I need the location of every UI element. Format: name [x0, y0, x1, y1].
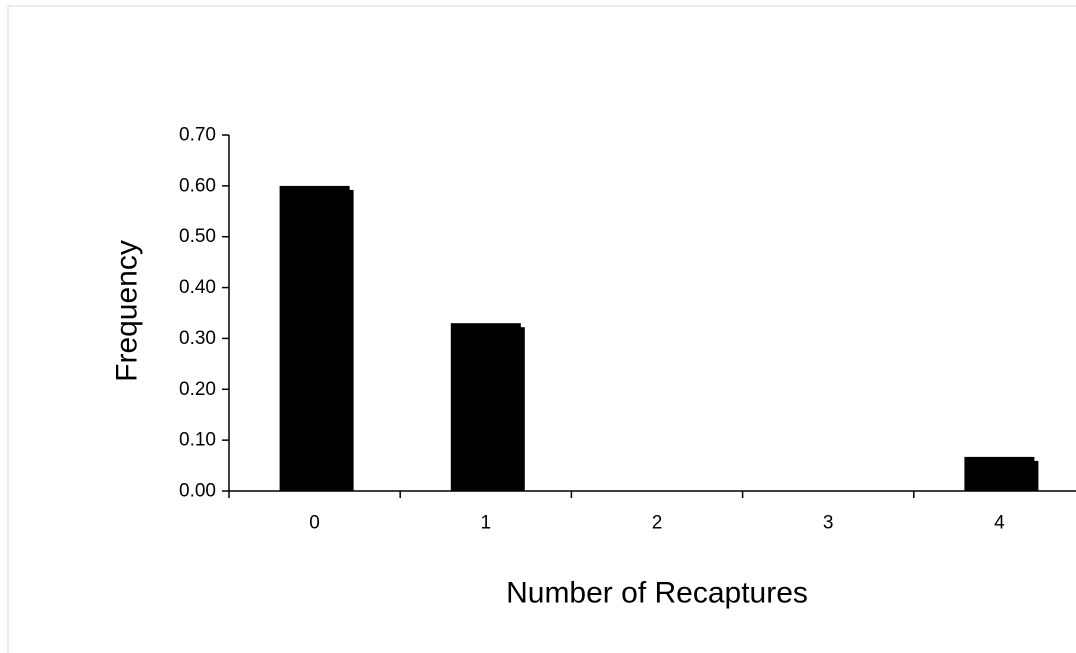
bar-shadow-0: [283, 189, 354, 491]
x-tick-label: 4: [994, 513, 1005, 534]
y-tick-label: 0.70: [179, 125, 216, 146]
y-tick-label: 0.50: [179, 226, 216, 247]
bar-shadow-4: [968, 460, 1039, 491]
y-tick-label: 0.60: [179, 175, 216, 196]
x-axis: 0 1 2 3 4: [228, 490, 1076, 534]
y-tick-label: 0.10: [179, 430, 216, 451]
y-axis-title: Frequency: [111, 240, 144, 382]
y-tick-label: 0.30: [179, 328, 216, 349]
bars-group: [279, 185, 1039, 491]
x-axis-title: Number of Recaptures: [506, 577, 808, 610]
y-tick-label: 0.40: [179, 277, 216, 298]
x-tick-label: 0: [309, 513, 320, 534]
y-tick-label: 0.00: [179, 481, 216, 502]
x-tick-label: 2: [652, 513, 663, 534]
x-tick-label: 1: [481, 513, 492, 534]
y-tick-label: 0.20: [179, 379, 216, 400]
x-tick-label: 3: [823, 513, 834, 534]
y-axis: 0.00 0.10 0.20 0.30 0.40 0.50 0.60 0.70: [179, 125, 230, 502]
bar-shadow-1: [454, 327, 525, 491]
